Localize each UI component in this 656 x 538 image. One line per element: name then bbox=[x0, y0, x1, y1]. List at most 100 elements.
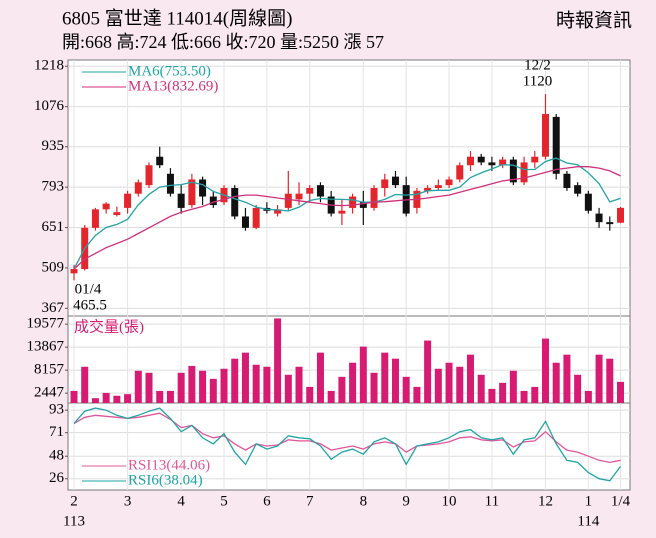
candle-body bbox=[177, 193, 185, 208]
volume-bar bbox=[456, 366, 464, 403]
x-tick-label: 6 bbox=[263, 493, 271, 509]
x-tick-label: 8 bbox=[360, 493, 368, 509]
volume-bar bbox=[134, 370, 142, 403]
volume-bar bbox=[145, 372, 153, 403]
volume-bar bbox=[91, 398, 99, 403]
volume-bar bbox=[252, 364, 260, 403]
volume-bar bbox=[220, 368, 228, 403]
volume-bar bbox=[102, 392, 110, 403]
legend-label: RSI6(38.04) bbox=[128, 472, 203, 488]
candle-body bbox=[466, 156, 474, 166]
candle-body bbox=[606, 222, 614, 225]
volume-bar bbox=[391, 358, 399, 403]
candle-body bbox=[156, 156, 164, 166]
volume-bar bbox=[424, 340, 432, 403]
y-tick-label: 935 bbox=[42, 138, 65, 154]
volume-bar bbox=[156, 390, 164, 403]
annotation-label: 12/2 bbox=[524, 58, 551, 74]
volume-bar bbox=[595, 354, 603, 403]
volume-bar bbox=[563, 354, 571, 403]
volume-bar bbox=[284, 374, 292, 403]
candle-body bbox=[499, 159, 507, 166]
volume-bar bbox=[274, 318, 282, 403]
volume-bar bbox=[434, 368, 442, 403]
volume-bar bbox=[606, 358, 614, 403]
x-tick-label: 11 bbox=[485, 493, 499, 509]
y-tick-label: 1218 bbox=[34, 58, 64, 74]
volume-bar bbox=[541, 338, 549, 403]
x-tick-label: 7 bbox=[306, 493, 314, 509]
candle-body bbox=[488, 162, 496, 166]
y-tick-label: 651 bbox=[42, 219, 65, 235]
line bbox=[73, 166, 621, 270]
volume-bar bbox=[231, 358, 239, 403]
volume-bar bbox=[370, 372, 378, 403]
y-tick-label: 93 bbox=[49, 402, 64, 418]
volume-bar bbox=[199, 370, 207, 403]
x-tick-label: 1 bbox=[585, 493, 593, 509]
candle-body bbox=[295, 193, 303, 200]
candle-body bbox=[70, 269, 78, 274]
candle-body bbox=[477, 156, 485, 163]
candle-body bbox=[391, 176, 399, 186]
volume-bar bbox=[306, 386, 314, 403]
candle-body bbox=[552, 116, 560, 174]
volume-bar bbox=[509, 370, 517, 403]
candle-body bbox=[306, 188, 314, 194]
legend-label: RSI13(44.06) bbox=[128, 457, 210, 473]
x-tick-label: 10 bbox=[442, 493, 457, 509]
y-tick-label: 2447 bbox=[34, 385, 65, 401]
candle-body bbox=[166, 173, 174, 194]
y-tick-label: 8157 bbox=[34, 362, 65, 378]
y-tick-label: 71 bbox=[49, 424, 64, 440]
x-tick-label: 1/4 bbox=[611, 493, 631, 509]
candle-body bbox=[284, 193, 292, 208]
volume-bar bbox=[70, 390, 78, 403]
x-tick-label: 12 bbox=[538, 493, 553, 509]
volume-bar bbox=[113, 395, 121, 403]
volume-bar bbox=[316, 352, 324, 403]
y-tick-label: 1076 bbox=[34, 98, 65, 114]
year-label: 114 bbox=[577, 513, 599, 529]
candle-body bbox=[91, 209, 99, 228]
volume-bar bbox=[402, 376, 410, 403]
candle-body bbox=[381, 179, 389, 188]
x-tick-label: 5 bbox=[220, 493, 228, 509]
candle-body bbox=[617, 207, 624, 223]
volume-bar bbox=[488, 388, 496, 403]
volume-bar bbox=[295, 366, 303, 403]
volume-bar bbox=[617, 381, 624, 403]
candle-body bbox=[113, 212, 121, 216]
volume-bar bbox=[124, 394, 132, 403]
y-tick-label: 19577 bbox=[27, 316, 65, 332]
candle-body bbox=[520, 162, 528, 183]
volume-bar bbox=[531, 386, 539, 403]
candle-body bbox=[541, 114, 549, 157]
candle-body bbox=[509, 159, 517, 183]
volume-bar bbox=[209, 378, 217, 403]
legend-label: MA13(832.69) bbox=[128, 78, 218, 94]
volume-bar bbox=[327, 390, 335, 403]
volume-bar bbox=[166, 390, 174, 403]
y-tick-label: 509 bbox=[42, 259, 65, 275]
y-tick-label: 793 bbox=[42, 179, 65, 195]
candle-body bbox=[531, 156, 539, 163]
candle-body bbox=[359, 202, 367, 208]
subtitle: 開:668 高:724 低:666 收:720 量:5250 漲 57 bbox=[62, 32, 384, 52]
x-tick-label: 2 bbox=[70, 493, 78, 509]
volume-bar bbox=[81, 366, 89, 403]
candle-body bbox=[563, 173, 571, 188]
volume-bar bbox=[466, 354, 474, 403]
volume-bar bbox=[477, 374, 485, 403]
candle-body bbox=[134, 182, 142, 194]
line bbox=[73, 412, 621, 464]
candle-body bbox=[349, 196, 357, 208]
y-tick-label: 13867 bbox=[27, 339, 65, 355]
candle-body bbox=[434, 185, 442, 188]
candle-body bbox=[595, 213, 603, 223]
x-tick-label: 3 bbox=[124, 493, 132, 509]
volume-bar bbox=[413, 386, 421, 403]
candle-body bbox=[145, 165, 153, 186]
legend-label: MA6(753.50) bbox=[128, 63, 211, 79]
volume-bar bbox=[338, 376, 346, 403]
